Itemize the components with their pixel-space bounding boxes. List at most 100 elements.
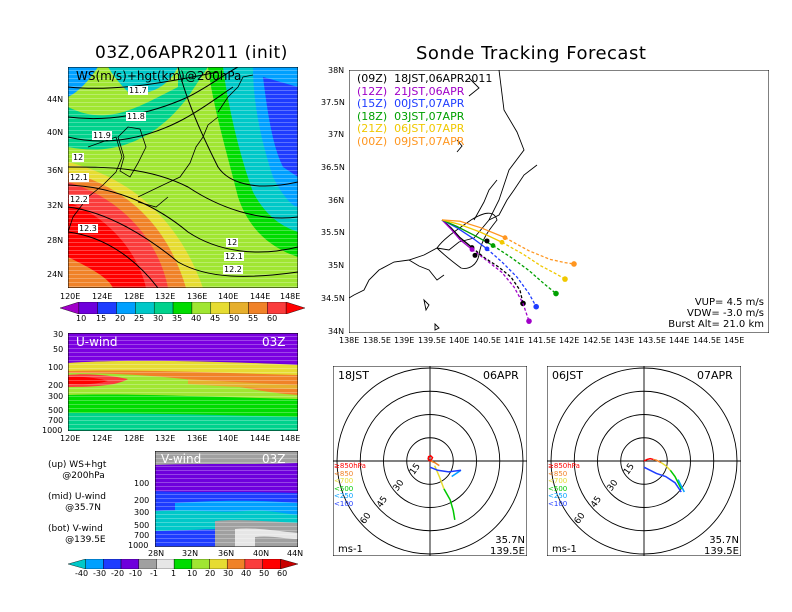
lon-tick: 145E	[724, 336, 745, 345]
p-tick: 300	[48, 392, 64, 401]
lon-tick: 140E	[449, 336, 470, 345]
level-label: <100	[334, 499, 354, 508]
track-marker	[472, 252, 478, 258]
lat-tick: 37N	[328, 130, 345, 139]
ws-colorbar	[60, 302, 305, 314]
hodo-lat: 35.7N	[709, 535, 739, 546]
lat-tick: 44N	[287, 549, 304, 558]
hodo-lon: 139.5E	[490, 546, 525, 557]
level-label: <250	[334, 492, 354, 500]
legend-code: (18Z)	[357, 109, 388, 123]
track-ascent	[441, 219, 506, 239]
lon-tick: 132E	[155, 434, 176, 443]
lon-tick: 144E	[250, 434, 271, 443]
lon-tick: 140E	[218, 434, 239, 443]
hodo1-location: 35.7N 139.5E	[490, 535, 525, 557]
p-tick: 700	[134, 531, 150, 540]
colorbar-swatch	[154, 302, 174, 314]
colorbar-swatch	[85, 559, 104, 569]
legend-text: 06JST,07APR	[394, 122, 465, 135]
landing-point	[553, 290, 559, 297]
legend-note-mid: (mid) U-wind @35.7N	[48, 492, 106, 513]
hodo-trace	[643, 466, 682, 493]
lon-tick: 141E	[504, 336, 525, 345]
lat-tick: 36N	[47, 166, 64, 175]
colorbar-swatch	[285, 302, 305, 314]
lon-tick: 140E	[218, 292, 239, 301]
track-ascent	[441, 219, 494, 247]
colorbar-swatch	[135, 302, 155, 314]
vup-param: VUP= 4.5 m/s	[694, 297, 764, 308]
colorbar-swatch	[78, 302, 98, 314]
colorbar-swatch	[97, 302, 117, 314]
legend-00z: (00Z) 09JST,07APR	[357, 134, 492, 149]
colorbar-swatch	[280, 559, 298, 569]
lat-tick: 34N	[328, 327, 345, 336]
track-ascent	[441, 219, 473, 250]
track-lon-ticks: 138E 138.5E 139E 139.5E 140E 140.5E 141E…	[339, 336, 779, 346]
lat-tick: 36N	[328, 196, 345, 205]
sonde-params: VUP= 4.5 m/s VDW= -3.0 m/s Burst Alt= 21…	[630, 297, 764, 330]
legend-text: 21JST,06APR	[394, 84, 465, 98]
hodo-trace	[660, 461, 671, 471]
p-tick: 500	[134, 521, 150, 530]
burst-point	[490, 243, 496, 248]
hodo1-time: 18JST	[338, 369, 369, 382]
hodo-trace	[669, 469, 682, 490]
lon-tick: 139.5E	[418, 336, 446, 345]
lon-tick: 136E	[187, 292, 208, 301]
lat-tick: 35.5N	[321, 228, 345, 237]
colorbar-swatch	[244, 559, 263, 569]
legend-code: (12Z)	[357, 84, 388, 98]
colorbar-swatch	[172, 302, 193, 314]
lon-tick: 132E	[155, 292, 176, 301]
lon-tick: 142.5E	[583, 336, 611, 345]
track-descent	[471, 248, 530, 322]
contour-label: 12	[72, 153, 85, 162]
u-wind-label: U-wind	[76, 335, 118, 349]
p-tick: 50	[53, 345, 64, 354]
colorbar-swatch	[68, 559, 86, 569]
p-tick: 300	[134, 508, 150, 517]
uv-colorbar-label: 40	[241, 569, 252, 578]
p-tick: 100	[48, 363, 64, 372]
forecast-title: Sonde Tracking Forecast	[416, 43, 647, 64]
lon-tick: 138E	[339, 336, 360, 345]
hodo2-unit: ms-1	[552, 544, 577, 555]
p-tick: 200	[48, 381, 64, 390]
lon-tick: 143E	[614, 336, 635, 345]
contour-label: 12	[226, 238, 239, 247]
legend-text: 09JST,07APR	[394, 134, 465, 148]
burst-point	[502, 235, 508, 241]
p-tick: 30	[53, 330, 64, 339]
legend-text: 18JST,06APR2011	[394, 72, 493, 85]
lon-tick: 144E	[250, 292, 271, 301]
hodo1-unit: ms-1	[338, 544, 363, 555]
hodo-lon: 139.5E	[704, 546, 739, 557]
ws-colorbar-label: 25	[134, 314, 145, 323]
hodo-trace	[443, 488, 456, 521]
colorbar-swatch	[191, 302, 211, 314]
burst-point	[499, 239, 505, 245]
lon-tick: 139E	[394, 336, 415, 345]
lat-tick: 28N	[47, 236, 64, 245]
colorbar-swatch	[116, 302, 136, 314]
p-tick: 200	[134, 496, 150, 505]
level-label: <500	[548, 484, 568, 493]
burst-alt-param: Burst Alt= 21.0 km	[668, 319, 764, 330]
hodo-trace	[451, 469, 462, 478]
contour-label: 12.2	[223, 265, 243, 274]
colorbar-swatch	[209, 559, 228, 569]
colorbar-swatch	[267, 302, 287, 314]
colorbar-swatch	[173, 559, 193, 569]
contour-label: 12.2	[69, 195, 89, 204]
hodo2-location: 35.7N 139.5E	[704, 535, 739, 557]
hodo-trace	[653, 458, 662, 464]
burst-point	[469, 247, 475, 252]
lon-tick: 144E	[669, 336, 690, 345]
lon-tick: 140.5E	[473, 336, 501, 345]
ws-colorbar-label: 55	[248, 314, 259, 323]
p-tick: 500	[48, 406, 64, 415]
hodo2-time: 06JST	[552, 369, 583, 382]
